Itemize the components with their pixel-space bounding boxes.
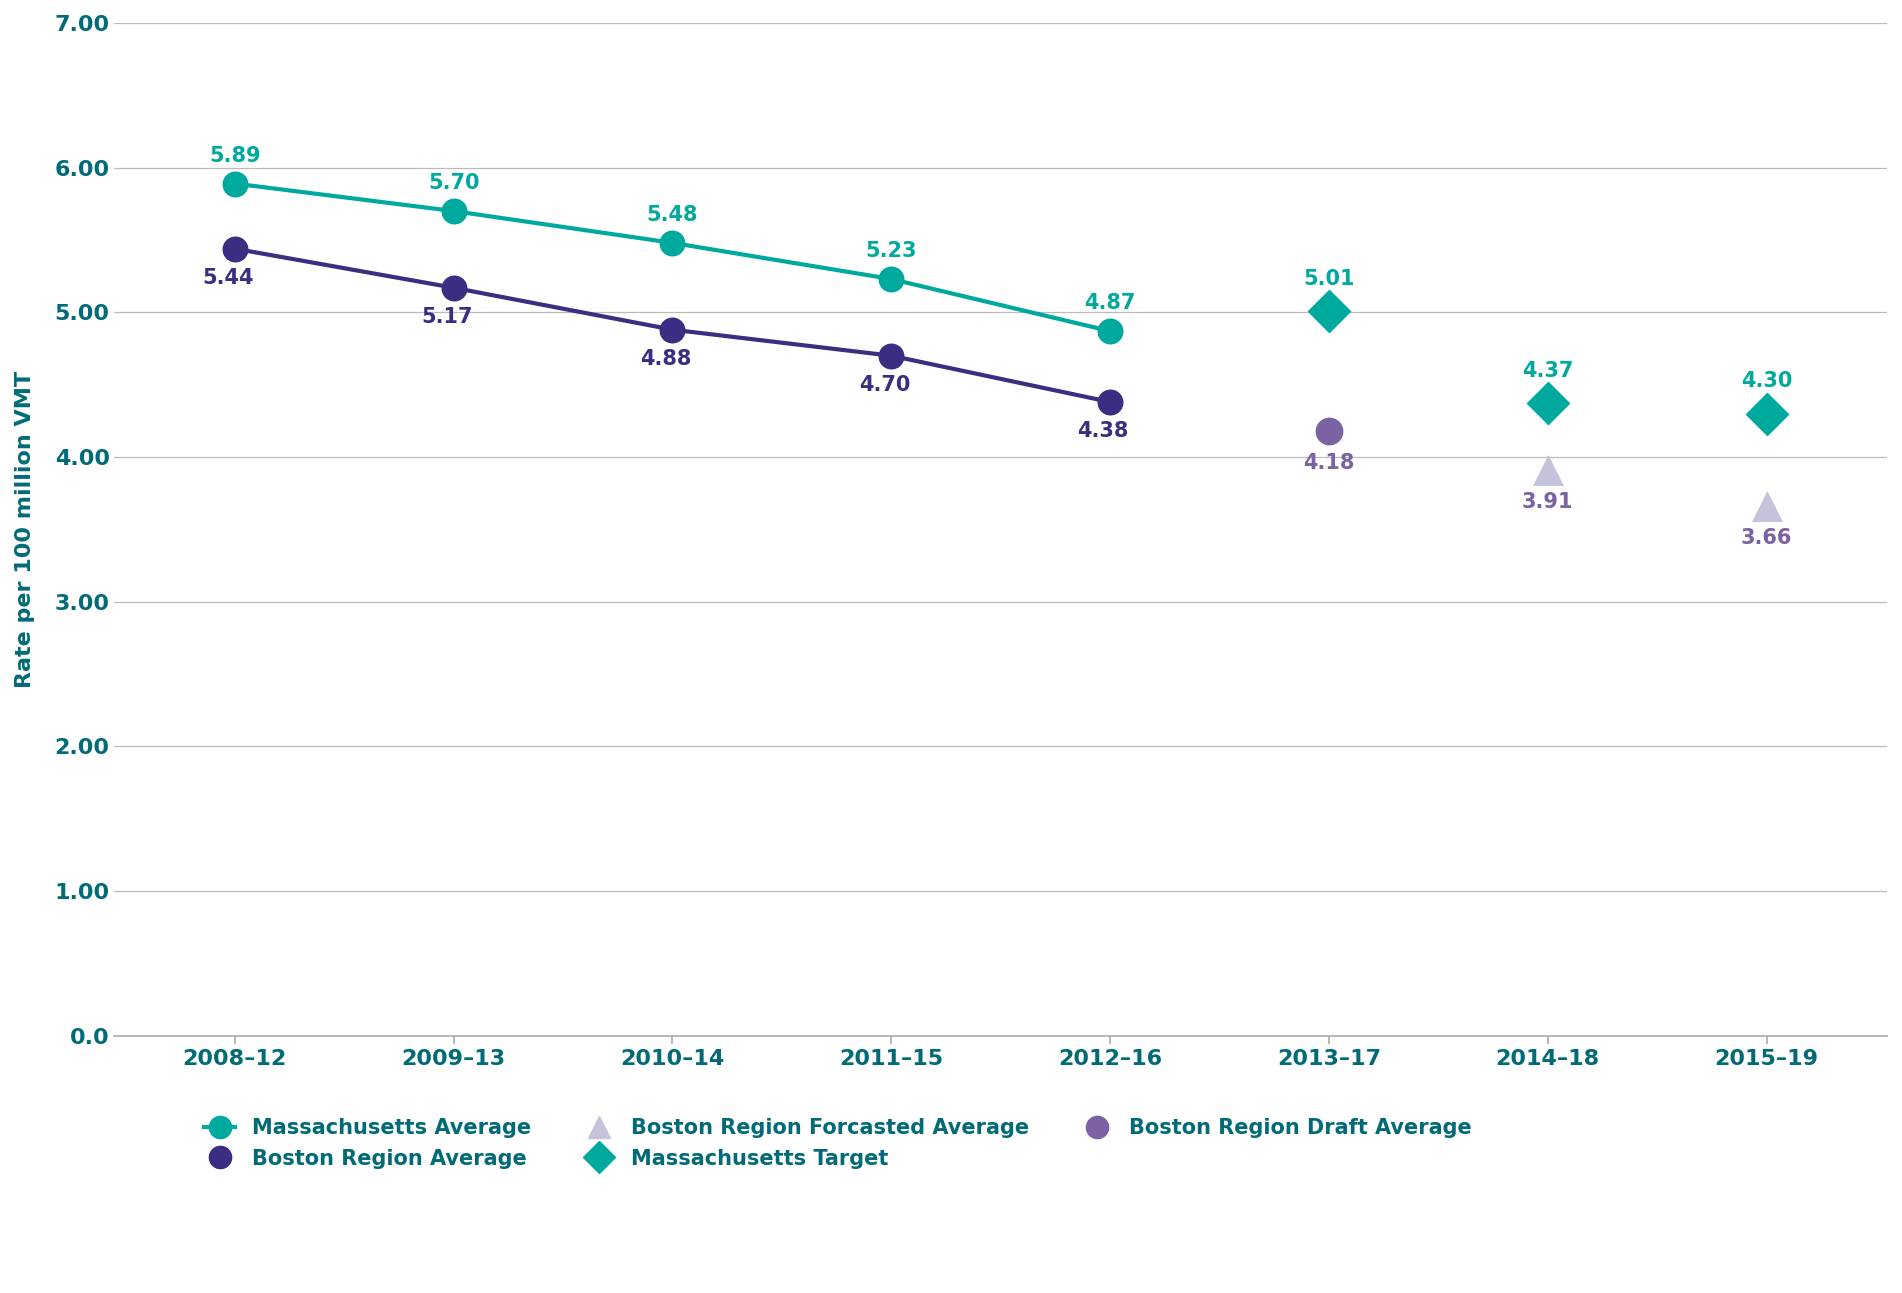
Point (437, 278, 468, 299)
Text: 5.01: 5.01 (1303, 269, 1354, 288)
Text: 4.87: 4.87 (1084, 294, 1135, 313)
Y-axis label: Rate per 100 million VMT: Rate per 100 million VMT (15, 371, 34, 688)
Point (1314, 300, 1345, 321)
Point (1533, 460, 1563, 481)
Point (1314, 420, 1345, 441)
Text: 4.38: 4.38 (1078, 422, 1130, 441)
Text: 5.70: 5.70 (428, 173, 479, 193)
Point (219, 238, 249, 259)
Point (437, 200, 468, 221)
Text: 4.70: 4.70 (858, 375, 909, 396)
Text: 5.89: 5.89 (209, 146, 261, 166)
Legend: Massachusetts Average, Boston Region Average, Boston Region Forcasted Average, M: Massachusetts Average, Boston Region Ave… (196, 1109, 1480, 1177)
Point (877, 269, 907, 290)
Text: 3.91: 3.91 (1522, 493, 1573, 512)
Text: 4.37: 4.37 (1522, 361, 1573, 381)
Text: 5.17: 5.17 (420, 308, 472, 327)
Point (658, 233, 689, 253)
Text: 4.88: 4.88 (639, 349, 690, 369)
Point (1096, 321, 1126, 341)
Point (219, 173, 249, 194)
Point (1752, 495, 1782, 516)
Text: 4.30: 4.30 (1740, 371, 1792, 392)
Text: 4.18: 4.18 (1303, 453, 1354, 473)
Text: 5.23: 5.23 (865, 240, 917, 261)
Text: 3.66: 3.66 (1740, 529, 1792, 548)
Text: 5.48: 5.48 (647, 204, 698, 225)
Point (1752, 403, 1782, 424)
Point (877, 345, 907, 366)
Point (658, 319, 689, 340)
Text: 5.44: 5.44 (202, 268, 253, 288)
Point (1096, 392, 1126, 412)
Point (1533, 393, 1563, 414)
